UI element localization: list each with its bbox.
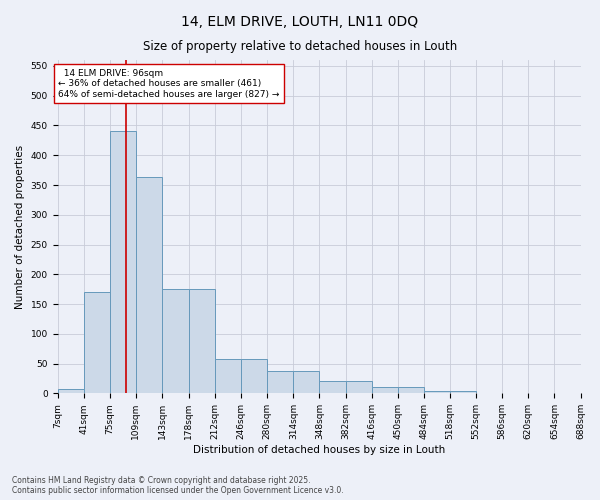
Bar xyxy=(502,393,528,394)
Bar xyxy=(319,382,346,394)
X-axis label: Distribution of detached houses by size in Louth: Distribution of detached houses by size … xyxy=(193,445,445,455)
Bar xyxy=(398,388,424,394)
Bar xyxy=(110,132,136,394)
Text: Contains HM Land Registry data © Crown copyright and database right 2025.
Contai: Contains HM Land Registry data © Crown c… xyxy=(12,476,344,495)
Text: 14, ELM DRIVE, LOUTH, LN11 0DQ: 14, ELM DRIVE, LOUTH, LN11 0DQ xyxy=(181,15,419,29)
Bar xyxy=(346,382,371,394)
Text: Size of property relative to detached houses in Louth: Size of property relative to detached ho… xyxy=(143,40,457,53)
Bar xyxy=(450,391,476,394)
Bar xyxy=(424,391,450,394)
Bar xyxy=(293,372,319,394)
Bar xyxy=(136,178,162,394)
Bar xyxy=(215,360,241,394)
Bar xyxy=(476,393,502,394)
Bar xyxy=(528,393,554,394)
Bar xyxy=(83,292,110,394)
Text: 14 ELM DRIVE: 96sqm
← 36% of detached houses are smaller (461)
64% of semi-detac: 14 ELM DRIVE: 96sqm ← 36% of detached ho… xyxy=(58,69,280,98)
Bar xyxy=(241,360,267,394)
Bar xyxy=(162,289,189,394)
Bar xyxy=(189,289,215,394)
Bar xyxy=(371,388,398,394)
Bar xyxy=(267,372,293,394)
Bar xyxy=(58,389,83,394)
Y-axis label: Number of detached properties: Number of detached properties xyxy=(15,144,25,308)
Bar xyxy=(554,393,580,394)
